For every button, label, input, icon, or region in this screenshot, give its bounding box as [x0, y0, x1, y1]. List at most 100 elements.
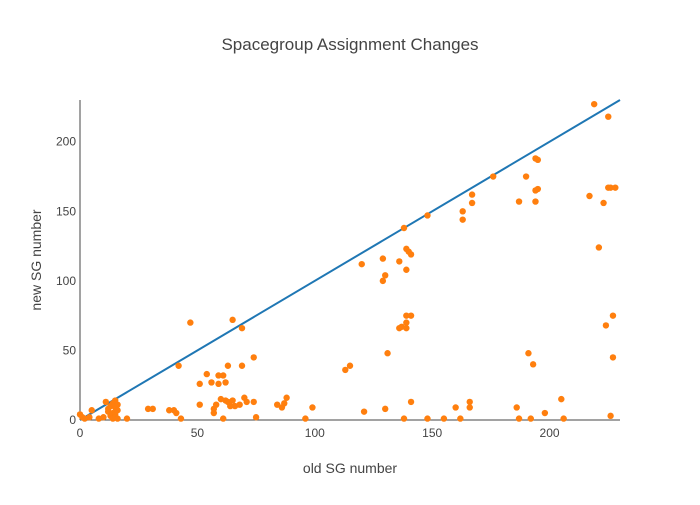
- data-point: [309, 404, 316, 411]
- data-point: [466, 398, 473, 406]
- x-tick-label: 0: [77, 426, 84, 440]
- data-point: [238, 324, 246, 332]
- y-tick-label: 150: [56, 204, 76, 218]
- identity-line: [79, 99, 621, 421]
- data-point: [220, 372, 227, 379]
- data-point: [173, 409, 180, 417]
- data-point: [360, 408, 368, 415]
- data-point: [607, 184, 614, 191]
- data-point: [424, 415, 431, 422]
- data-point: [302, 415, 309, 422]
- data-point: [102, 398, 110, 406]
- data-point: [243, 398, 250, 406]
- data-point: [215, 380, 222, 388]
- data-point: [229, 316, 236, 324]
- data-point: [459, 216, 466, 223]
- data-point: [459, 208, 466, 215]
- data-point: [560, 415, 567, 422]
- data-point: [424, 212, 431, 219]
- data-point: [558, 395, 565, 403]
- data-point: [281, 400, 288, 407]
- data-point: [177, 415, 185, 422]
- series-group: [76, 99, 621, 422]
- data-point: [403, 319, 410, 326]
- data-point: [403, 312, 410, 319]
- data-point: [541, 409, 549, 417]
- data-point: [532, 198, 539, 205]
- x-tick-label: 100: [305, 426, 325, 440]
- data-point: [252, 414, 260, 421]
- data-point: [400, 415, 408, 422]
- data-point: [86, 414, 93, 421]
- chart-title: Spacegroup Assignment Changes: [221, 35, 478, 54]
- data-point: [274, 401, 281, 408]
- data-point: [196, 380, 203, 388]
- data-point: [407, 312, 415, 319]
- x-tick-label: 50: [191, 426, 205, 440]
- data-point: [407, 251, 415, 258]
- data-point: [466, 404, 473, 411]
- y-tick-label: 200: [56, 135, 76, 149]
- y-tick-label: 100: [56, 274, 76, 288]
- data-point: [529, 361, 537, 368]
- x-tick-label: 200: [540, 426, 560, 440]
- data-point: [586, 192, 593, 200]
- y-axis-label: new SG number: [28, 209, 44, 310]
- data-point: [609, 354, 617, 361]
- data-point: [468, 199, 476, 207]
- data-point: [607, 412, 614, 420]
- data-point: [215, 372, 222, 379]
- data-point: [590, 100, 598, 108]
- data-point: [609, 312, 617, 319]
- x-axis-label: old SG number: [303, 460, 397, 476]
- y-tick-label: 50: [63, 343, 77, 357]
- data-point: [222, 379, 229, 386]
- data-point: [407, 398, 415, 406]
- data-point: [382, 405, 389, 413]
- data-point: [236, 401, 243, 408]
- data-point: [166, 407, 173, 414]
- data-point: [612, 184, 619, 191]
- data-point: [605, 113, 612, 120]
- data-point: [600, 199, 607, 207]
- data-point: [149, 405, 156, 413]
- data-point: [595, 244, 603, 251]
- data-point: [384, 350, 391, 357]
- data-point: [144, 405, 152, 413]
- data-point: [379, 277, 387, 285]
- data-point: [457, 415, 464, 422]
- data-point: [250, 398, 257, 406]
- data-point: [250, 354, 257, 361]
- data-point: [196, 401, 203, 408]
- data-point: [224, 362, 232, 369]
- data-point: [379, 255, 387, 262]
- data-point: [212, 401, 220, 408]
- data-point: [452, 404, 459, 411]
- data-point: [532, 187, 539, 194]
- data-point: [114, 415, 121, 422]
- data-point: [522, 173, 530, 180]
- data-point: [227, 402, 234, 410]
- data-point: [527, 415, 534, 422]
- data-point: [525, 350, 532, 357]
- data-point: [534, 156, 542, 164]
- data-point: [513, 404, 520, 411]
- data-point: [208, 379, 215, 386]
- data-point: [403, 324, 410, 332]
- y-tick-label: 0: [69, 413, 76, 427]
- data-point: [346, 362, 354, 369]
- data-point: [400, 224, 408, 232]
- data-point: [100, 414, 107, 421]
- data-point: [515, 415, 523, 422]
- data-point: [283, 394, 290, 401]
- data-point: [175, 362, 182, 369]
- data-point: [358, 260, 365, 268]
- data-point: [468, 191, 476, 198]
- data-point: [382, 272, 389, 279]
- data-point: [187, 319, 194, 326]
- data-point: [515, 198, 523, 205]
- data-point: [114, 401, 121, 408]
- data-point: [203, 370, 210, 378]
